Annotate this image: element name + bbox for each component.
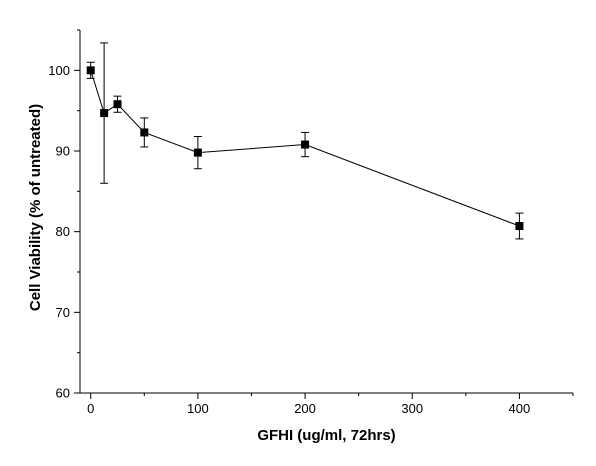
data-point [100, 109, 109, 118]
x-tick-label: 300 [401, 401, 423, 416]
y-tick-label: 90 [56, 144, 70, 159]
series-1 [86, 42, 524, 240]
data-point [113, 100, 122, 109]
x-tick-label: 200 [294, 401, 316, 416]
x-tick-label: 100 [187, 401, 209, 416]
data-point [193, 148, 202, 157]
y-axis-title: Cell Viability (% of untreated) [27, 104, 44, 311]
axes: 0 100 200 300 400 60 70 80 90 100 [48, 29, 574, 416]
y-tick-label: 60 [56, 386, 70, 401]
x-axis-title: GFHI (ug/ml, 72hrs) [257, 427, 395, 444]
x-tick-label: 400 [509, 401, 531, 416]
y-tick-label: 70 [56, 305, 70, 320]
y-tick-label: 80 [56, 224, 70, 239]
data-point [301, 140, 310, 149]
data-point [86, 66, 95, 75]
x-tick-label: 0 [87, 401, 94, 416]
data-point [515, 222, 524, 231]
data-point [140, 128, 149, 137]
y-tick-label: 100 [48, 63, 70, 78]
